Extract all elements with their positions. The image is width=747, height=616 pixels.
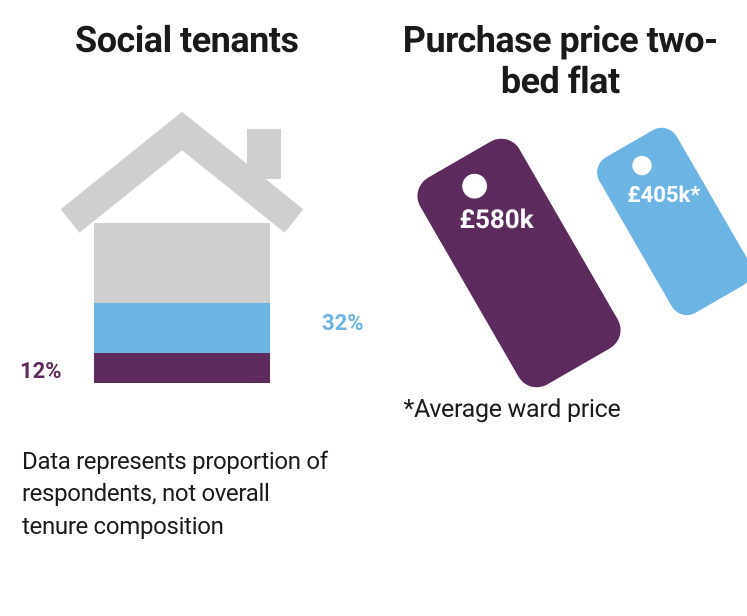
house-graphic-area: 32% 12% (20, 111, 354, 411)
purchase-price-title: Purchase price two-bed flat (394, 20, 728, 103)
social-tenants-title: Social tenants (20, 20, 354, 61)
infographic-container: Social tenants 32% 12% Data represents p… (0, 0, 747, 616)
social-tenants-panel: Social tenants 32% 12% Data represents p… (0, 0, 374, 616)
purchase-price-panel: Purchase price two-bed flat £580k £405k*… (374, 0, 747, 616)
price-tags-area: £580k £405k* (394, 123, 728, 423)
purchase-price-footnote: *Average ward price (404, 395, 621, 424)
social-tenants-caption: Data represents proportion of respondent… (22, 445, 332, 542)
blue-percent-label: 32% (322, 311, 364, 336)
price-tag-small-value: £405k* (628, 183, 701, 208)
purple-percent-label: 12% (20, 359, 62, 384)
house-icon (52, 111, 312, 391)
price-tag-large-value: £580k (460, 205, 534, 235)
price-tag-small-icon (589, 115, 747, 330)
